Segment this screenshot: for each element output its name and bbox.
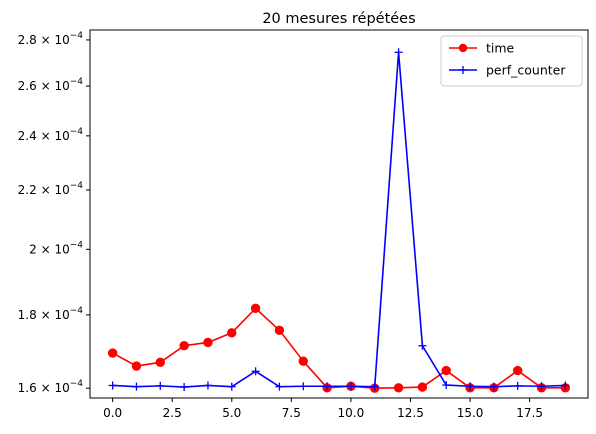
chart-title: 20 mesures répétées [262,11,415,27]
data-point-perf_counter [537,382,546,391]
y-tick-label: 2.2 × 10−4 [18,181,84,197]
data-point-perf_counter [299,382,308,391]
x-tick-label: 12.5 [397,406,424,420]
data-point-perf_counter [442,381,451,390]
data-point-perf_counter [132,382,141,391]
data-point-time [417,382,428,392]
series-line-perf_counter [112,51,566,388]
data-point-perf_counter [227,382,236,391]
data-point-perf_counter [203,381,212,390]
data-point-time [513,365,523,376]
y-tick-label: 1.6 × 10−4 [18,379,84,395]
x-tick-label: 15.0 [457,406,484,420]
data-point-time [107,348,118,358]
data-point-time [179,341,189,351]
x-tick-label: 17.5 [516,406,543,420]
data-point-perf_counter [466,382,475,391]
x-tick-label: 10.0 [338,406,365,420]
plot-area [107,48,571,393]
data-point-time [274,325,285,335]
data-point-perf_counter [346,382,355,391]
legend-label-perf_counter: perf_counter [486,63,566,78]
x-tick-label: 5.0 [222,406,241,420]
data-point-perf_counter [180,383,189,392]
data-point-perf_counter [489,382,498,391]
data-point-time [203,337,213,348]
data-point-time [298,356,308,366]
data-point-time [441,365,451,376]
data-point-time [393,383,404,393]
y-tick-label: 1.8 × 10−4 [18,306,84,322]
x-tick-label: 7.5 [282,406,301,420]
data-point-perf_counter [275,382,284,391]
data-point-perf_counter [418,341,427,350]
data-point-perf_counter [323,382,332,391]
data-point-perf_counter [108,381,117,390]
legend-marker-time [458,43,468,53]
y-tick-label: 2.6 × 10−4 [18,77,84,93]
data-point-perf_counter [561,381,570,390]
data-point-time [227,328,237,338]
y-tick-label: 2.4 × 10−4 [18,127,84,143]
x-tick-label: 2.5 [163,406,182,420]
data-point-time [131,361,142,371]
y-tick-label: 2 × 10−4 [29,240,83,256]
data-point-perf_counter [156,381,165,390]
legend-marker-perf_counter [459,66,467,74]
x-tick-label: 0.0 [103,406,122,420]
data-point-perf_counter [513,381,522,390]
data-point-perf_counter [251,367,260,376]
data-point-time [250,303,261,314]
data-point-perf_counter [394,48,403,57]
plot-frame [89,29,589,399]
legend-label-time: time [486,41,515,56]
y-tick-label: 2.8 × 10−4 [18,31,84,47]
legend: time perf_counter [440,35,583,87]
data-point-perf_counter [370,382,379,391]
data-point-time [155,357,165,367]
